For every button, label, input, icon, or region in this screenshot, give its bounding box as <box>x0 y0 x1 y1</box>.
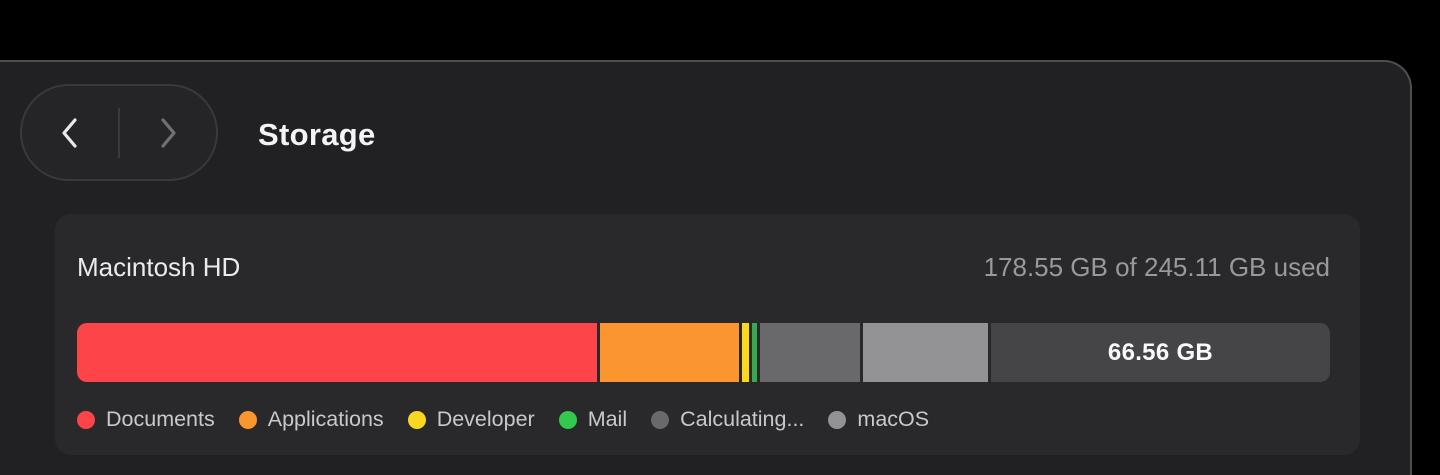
legend-label: Developer <box>436 407 535 431</box>
legend-color-dot <box>77 410 95 429</box>
legend-color-dot <box>407 410 426 429</box>
legend-label: Calculating... <box>680 407 805 431</box>
storage-bar: 66.56 GB <box>77 323 1330 382</box>
legend-color-dot <box>558 410 577 429</box>
storage-legend: Documents Applications Developer Mail Ca… <box>77 407 929 432</box>
page-title: Storage <box>258 117 376 152</box>
volume-name: Macintosh HD <box>77 252 241 282</box>
bar-segment-free: 66.56 GB <box>991 323 1330 382</box>
legend-item-macos: macOS <box>828 407 929 432</box>
legend-label: Documents <box>106 407 215 431</box>
legend-color-dot <box>828 410 847 429</box>
legend-label: macOS <box>857 407 930 431</box>
bar-segment-mail <box>752 323 757 382</box>
free-space-label: 66.56 GB <box>1107 338 1214 366</box>
storage-card-header: Macintosh HD 178.55 GB of 245.11 GB used <box>77 252 1330 283</box>
legend-item-applications: Applications <box>238 407 384 432</box>
system-settings-window: Storage Macintosh HD 178.55 GB of 245.11… <box>0 60 1412 475</box>
bar-segment-macos <box>863 323 988 382</box>
legend-label: Applications <box>267 407 384 431</box>
bar-segment-applications <box>600 323 739 382</box>
nav-history-capsule <box>20 84 218 181</box>
legend-item-documents: Documents <box>77 407 215 432</box>
bar-segment-calculating <box>760 323 860 382</box>
legend-color-dot <box>651 410 670 429</box>
chevron-left-icon <box>62 117 77 148</box>
bar-segment-documents <box>77 323 597 382</box>
storage-card: Macintosh HD 178.55 GB of 245.11 GB used… <box>55 214 1360 455</box>
forward-button[interactable] <box>120 86 216 179</box>
nav-divider <box>118 107 120 158</box>
legend-item-developer: Developer <box>407 407 535 432</box>
legend-item-mail: Mail <box>558 407 628 432</box>
usage-summary: 178.55 GB of 245.11 GB used <box>983 252 1330 282</box>
back-button[interactable] <box>22 86 118 179</box>
chevron-right-icon <box>161 117 176 148</box>
legend-label: Mail <box>587 407 628 431</box>
legend-color-dot <box>238 410 257 429</box>
bar-segment-developer <box>742 323 749 382</box>
legend-item-calculating: Calculating... <box>651 407 804 432</box>
